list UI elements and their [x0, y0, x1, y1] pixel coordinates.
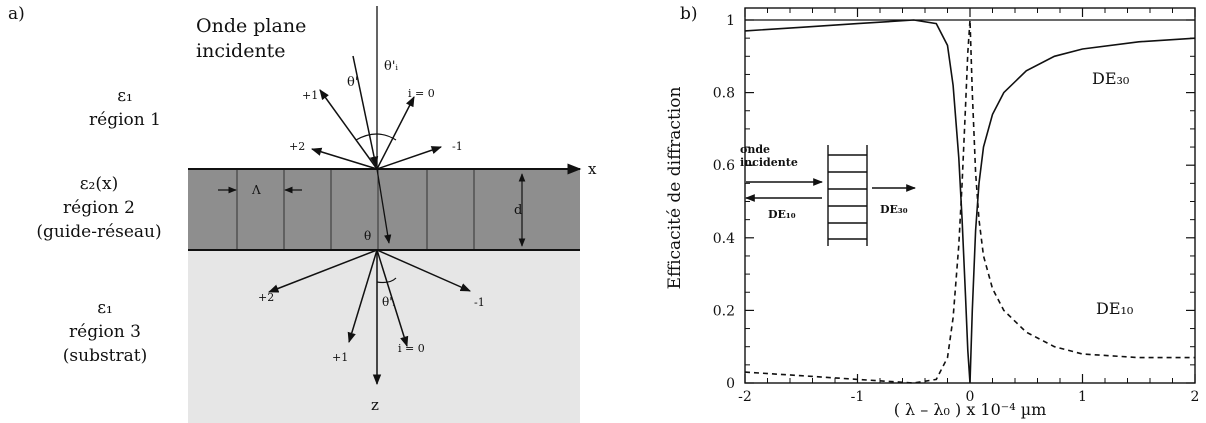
inset-grating-rungs [828, 154, 867, 240]
label-dn-m1: -1 [474, 296, 485, 309]
region3-eps: ε₁ [97, 298, 113, 318]
chart-series [744, 19, 1196, 384]
x-tick-label: -1 [851, 389, 865, 405]
region1-eps: ε₁ [117, 86, 133, 106]
period-label: Λ [251, 183, 261, 197]
reflected-order-0 [376, 96, 415, 170]
label-up-p2: +2 [289, 140, 305, 153]
plot-frame [744, 7, 1196, 384]
diffraction-efficiency-chart: -2 -1 0 1 2 0 0.2 0.4 0.6 0.8 1 Efficacité de diff… [665, 7, 1200, 419]
x-tick-label: 0 [966, 389, 975, 405]
label-dn-i0: i = 0 [398, 342, 425, 355]
panel-b-label: b) [680, 4, 698, 24]
incident-wave-title: Onde plane incidente [196, 14, 306, 64]
y-axis-title: Efficacité de diffraction [665, 87, 685, 290]
inset-de30-label: DE₃₀ [880, 203, 908, 216]
region2-eps: ε₂(x) [79, 174, 119, 194]
transmitted-angle-arc [376, 277, 397, 284]
label-theta-inside: θ [364, 229, 371, 243]
substrate-region [188, 250, 580, 423]
label-up-p1: +1 [302, 89, 318, 102]
label-theta-i-down: θ'ᵢ [382, 295, 396, 309]
label-up-m1: -1 [452, 140, 463, 153]
chart-axes: -2 -1 0 1 2 0 0.2 0.4 0.6 0.8 1 [713, 7, 1200, 405]
label-theta-i-prime: θ'ᵢ [384, 59, 398, 74]
x-axis-title: ( λ – λ₀ ) x 10⁻⁴ µm [894, 400, 1047, 419]
region2-extra: (guide-réseau) [36, 222, 162, 242]
reflected-order-p2 [310, 147, 378, 170]
grating-diagram: x Λ d +1 +2 -1 i = 0 θ' θ'ᵢ θ z +2 +1 -1… [188, 6, 597, 423]
incident-title-line2: incidente [196, 40, 286, 62]
reflected-order-m1 [376, 146, 442, 170]
region2-name: région 2 [63, 198, 135, 218]
curve-label-de30: DE₃₀ [1092, 69, 1129, 88]
inset-schematic: onde incidente DE₁₀ DE₃₀ [740, 143, 916, 246]
y-tick-label: 0.6 [713, 158, 735, 174]
y-tick-label: 0 [726, 376, 735, 392]
reflected-order-p1 [319, 89, 378, 170]
series-line-de30 [744, 19, 1196, 384]
refracted-beam [376, 168, 392, 244]
x-tick-label: 2 [1191, 389, 1200, 405]
transmitted-order-m1 [376, 249, 471, 292]
reflected-angle-arc [355, 133, 397, 141]
label-dn-p1: +1 [332, 351, 348, 364]
region3-extra: (substrat) [62, 346, 148, 366]
y-tick-label: 0.8 [713, 86, 735, 102]
incident-title-line1: Onde plane [196, 15, 307, 37]
x-axis-label: x [588, 160, 597, 178]
inset-text-line1: onde [740, 143, 770, 156]
region3-label: ε₁ région 3 (substrat) [40, 296, 170, 368]
panel-a-label: a) [8, 4, 25, 24]
transmitted-order-p2 [268, 249, 378, 293]
y-tick-label: 1 [726, 13, 735, 29]
transmitted-order-0 [376, 249, 409, 348]
label-theta-prime: θ' [347, 75, 358, 90]
series-line-de10 [744, 19, 1195, 384]
region3-name: région 3 [69, 322, 141, 342]
x-tick-label: 1 [1078, 389, 1087, 405]
y-tick-label: 0.4 [713, 231, 735, 247]
label-dn-p2: +2 [258, 291, 274, 304]
curve-label-de10: DE₁₀ [1096, 299, 1133, 318]
incident-beam [352, 55, 379, 168]
grating-bars [236, 170, 475, 250]
z-axis-label: z [371, 396, 379, 414]
region2-label: ε₂(x) région 2 (guide-réseau) [4, 172, 194, 244]
x-tick-label: -2 [738, 389, 752, 405]
y-tick-label: 0.2 [713, 303, 735, 319]
region1-name: région 1 [89, 110, 161, 130]
label-up-i0: i = 0 [408, 87, 435, 100]
region1-label: ε₁ région 1 [60, 84, 190, 132]
transmitted-order-p1 [347, 249, 378, 344]
inset-text-line2: incidente [740, 156, 798, 169]
inset-de10-label: DE₁₀ [768, 208, 796, 221]
thickness-label: d [514, 203, 522, 218]
